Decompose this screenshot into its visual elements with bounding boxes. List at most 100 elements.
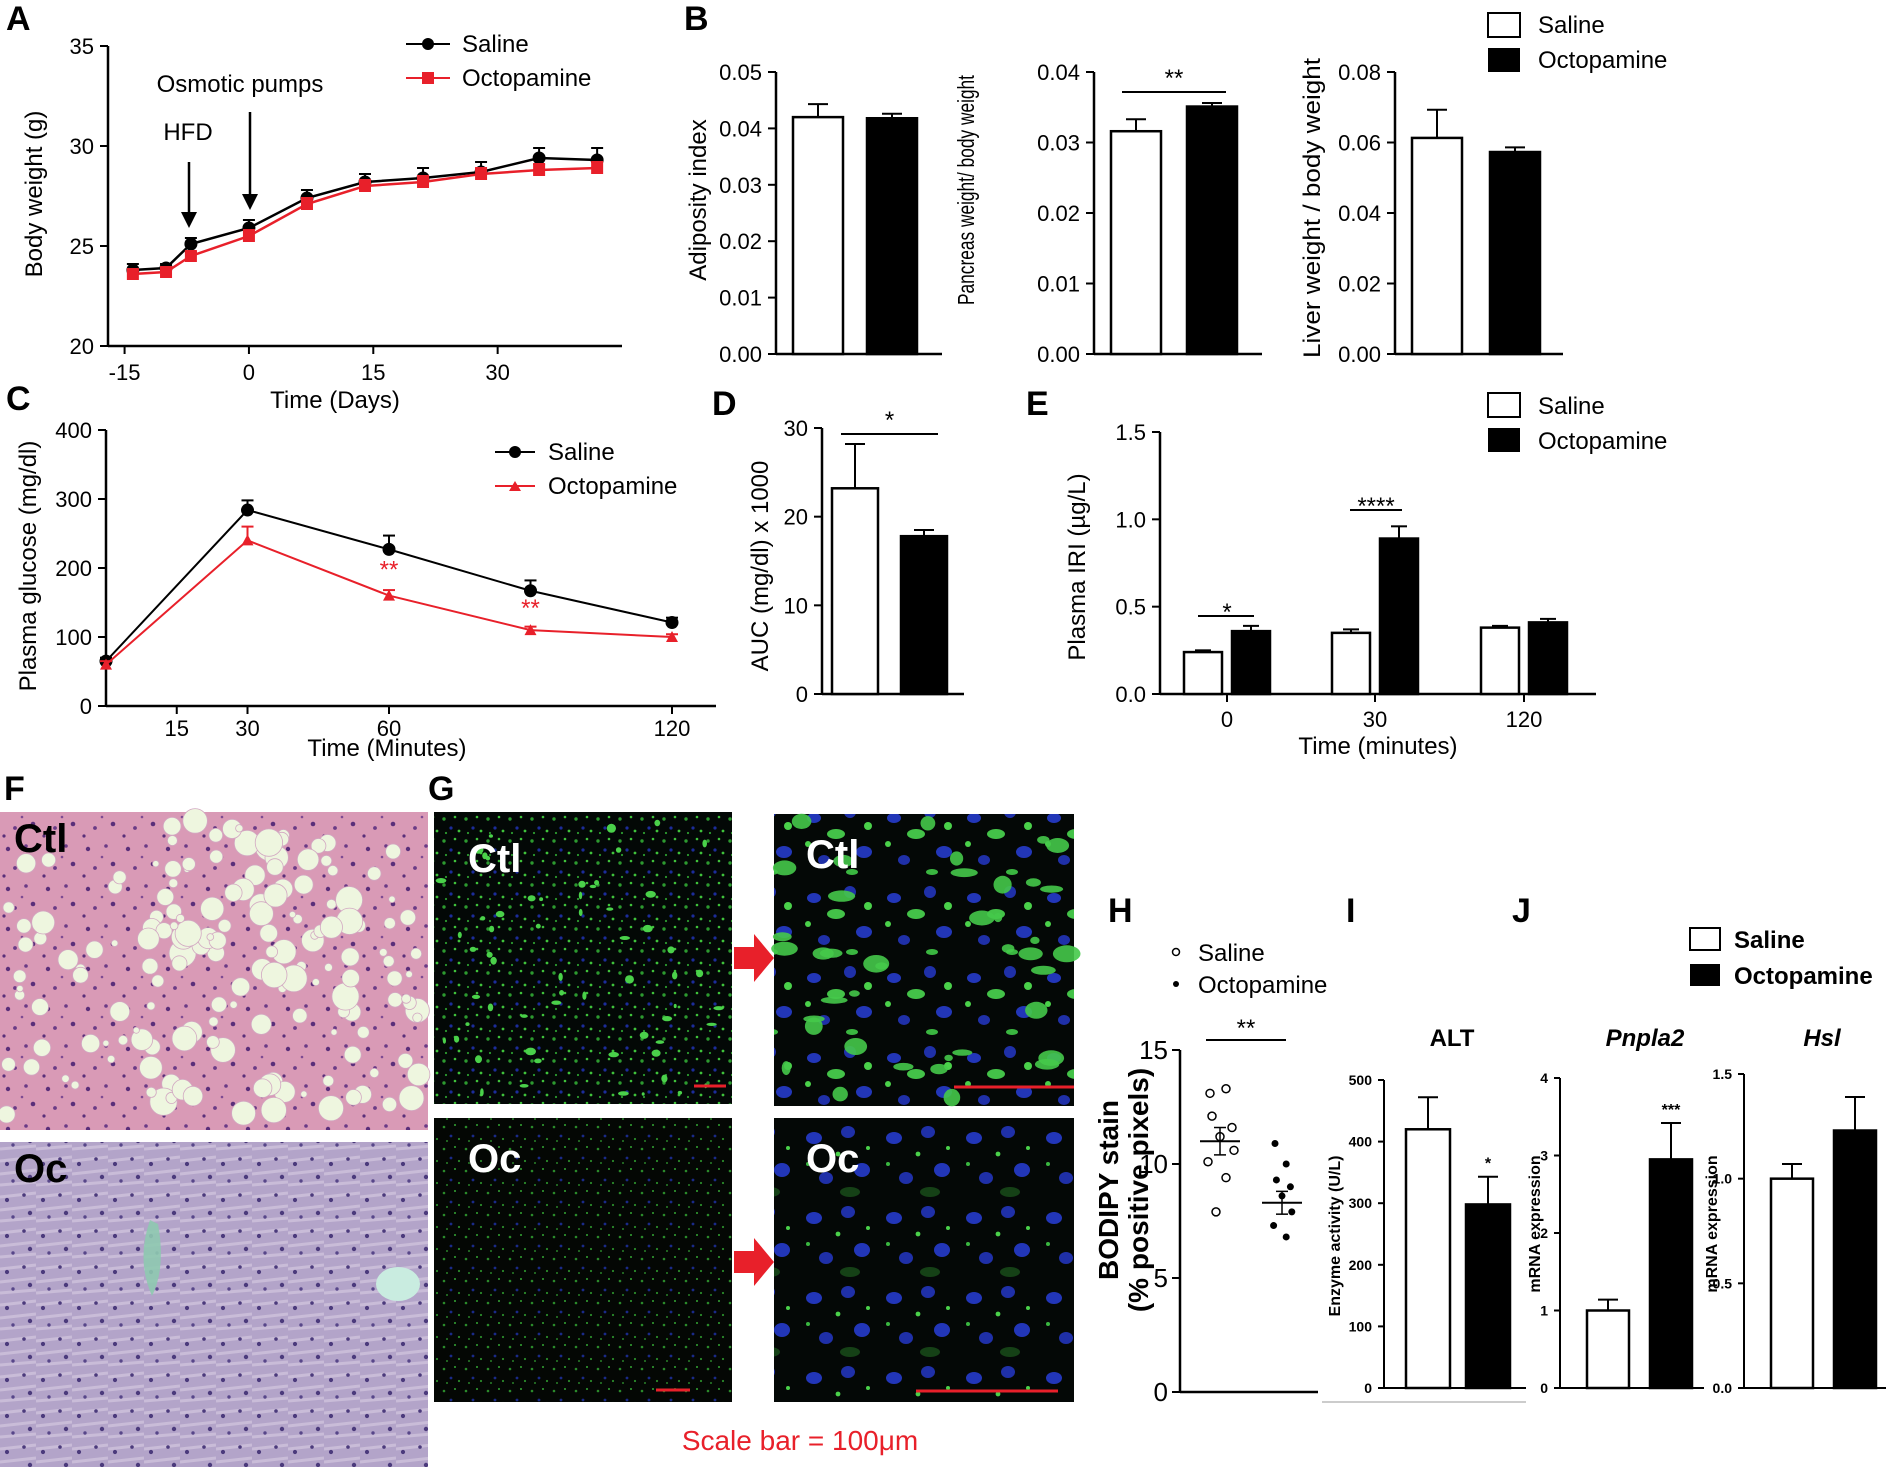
lipid-droplet xyxy=(406,1062,431,1087)
lipid-droplet xyxy=(386,970,403,987)
lipid-droplet xyxy=(293,874,314,895)
micrograph-g-oc-low: Oc xyxy=(434,1118,732,1402)
chart-e-bar-octopamine xyxy=(1527,621,1569,696)
data-point-octopamine xyxy=(359,180,371,192)
series-line-octopamine xyxy=(132,166,598,276)
green-droplet-zoom xyxy=(930,1063,948,1075)
data-point-saline xyxy=(1221,1084,1231,1094)
chart-c-ytick-label: 300 xyxy=(55,487,92,512)
lipid-droplet xyxy=(112,870,127,885)
chart-b1-ytick-label: 0.05 xyxy=(719,60,762,85)
chart-j1-bar-saline xyxy=(1585,1309,1631,1390)
chart-j1-ytick-label: 0 xyxy=(1540,1380,1548,1396)
lipid-droplet xyxy=(261,961,288,989)
green-droplet xyxy=(527,895,536,902)
legend-b-swatch-octopamine xyxy=(1488,48,1520,72)
lipid-droplet xyxy=(248,901,274,927)
chart-e-ytick-label: 1.5 xyxy=(1115,420,1146,445)
lipid-droplet xyxy=(141,957,159,975)
lipid-droplet xyxy=(412,1012,423,1023)
chart-j2-ylabel: mRNA expression xyxy=(1704,1155,1721,1292)
chart-c-xtick-label: 120 xyxy=(654,716,691,741)
lipid-droplet xyxy=(32,1038,52,1057)
micrograph-g-ctl-label-2: Ctl xyxy=(806,833,859,877)
lipid-droplet xyxy=(130,1028,154,1051)
chart-h-ytick-label: 15 xyxy=(1139,1035,1168,1065)
data-point-saline xyxy=(241,503,254,517)
data-point-octopamine xyxy=(1282,1160,1290,1168)
chart-e-ytick-label: 0.0 xyxy=(1115,682,1146,707)
green-droplet xyxy=(655,1040,665,1044)
lipid-droplet xyxy=(16,984,24,993)
chart-b2-bar-saline xyxy=(1109,129,1163,356)
lipid-droplet xyxy=(398,1085,425,1111)
data-point-saline xyxy=(1211,1207,1221,1217)
lipid-droplet xyxy=(367,866,382,881)
lipid-droplet xyxy=(385,843,402,860)
lipid-droplet xyxy=(174,919,202,947)
lipid-droplet xyxy=(288,910,297,919)
lipid-droplet xyxy=(102,1039,110,1047)
green-droplet xyxy=(582,991,587,1000)
green-droplet-zoom xyxy=(828,890,856,902)
lipid-droplet xyxy=(17,936,34,953)
chart-c: 0 100 200 300 400 15 30 60 120 ** ** Plasma gluco… xyxy=(15,418,716,762)
legend-j-swatch-saline xyxy=(1689,927,1721,951)
chart-b1-ylabel: Adiposity index xyxy=(685,119,712,280)
chart-d-ytick-label: 20 xyxy=(784,505,808,530)
green-droplet xyxy=(480,1088,484,1097)
lipid-droplet xyxy=(22,1058,41,1076)
data-point-saline xyxy=(1203,1156,1213,1167)
lipid-droplet xyxy=(330,1028,338,1036)
lipid-droplet xyxy=(326,898,337,910)
lipid-droplet xyxy=(61,1074,70,1083)
green-droplet xyxy=(489,925,495,933)
green-droplet-zoom xyxy=(1046,838,1070,853)
green-droplet-zoom xyxy=(1052,945,1081,963)
chart-e-legend: Saline Octopamine xyxy=(1487,392,1667,455)
lipid-droplet xyxy=(16,853,37,874)
green-droplets-ctl xyxy=(435,819,724,1097)
data-point-saline xyxy=(1207,1111,1217,1121)
legend-j-swatch-octopamine xyxy=(1690,964,1720,986)
panel-letter-f: F xyxy=(4,770,25,808)
chart-b2-ytick-label: 0.02 xyxy=(1037,201,1080,226)
chart-j1-title: Pnpla2 xyxy=(1606,1025,1685,1052)
chart-e-xtick-label: 0 xyxy=(1221,707,1233,732)
chart-c-series: ** ** xyxy=(99,499,679,670)
chart-e-bar-saline xyxy=(1479,626,1521,696)
data-point-octopamine xyxy=(1288,1208,1296,1216)
lipid-droplet xyxy=(292,1008,308,1024)
green-droplet xyxy=(606,907,614,911)
legend-marker-saline xyxy=(422,38,434,50)
green-droplet xyxy=(520,1014,528,1018)
lipid-droplet xyxy=(224,883,243,902)
chart-a-ytick-label: 30 xyxy=(70,134,94,159)
green-droplet xyxy=(594,880,600,886)
chart-c-ytick-label: 100 xyxy=(55,625,92,650)
chart-h-ytick-label: 10 xyxy=(1139,1149,1168,1179)
chart-i-ytick-label: 100 xyxy=(1349,1318,1373,1334)
lipid-droplet xyxy=(181,857,196,872)
green-droplet xyxy=(667,946,675,954)
chart-i-bar-octopamine xyxy=(1464,1203,1512,1390)
chart-a-ylabel: Body weight (g) xyxy=(21,111,48,278)
green-droplet-zoom xyxy=(943,1088,961,1107)
green-droplet xyxy=(471,994,481,1000)
lipid-droplet xyxy=(171,955,188,972)
chart-j2-bar-saline xyxy=(1769,1177,1815,1390)
data-point-octopamine xyxy=(1286,1183,1294,1191)
chart-i-ytick-label: 300 xyxy=(1349,1195,1373,1211)
green-droplet-zoom xyxy=(969,910,995,926)
green-droplet xyxy=(677,1090,683,1095)
lipid-droplet xyxy=(208,827,224,843)
lipid-droplet xyxy=(300,1090,308,1098)
data-point-octopamine xyxy=(524,624,537,636)
green-droplet xyxy=(487,1003,494,1012)
chart-e-bar-octopamine xyxy=(1230,629,1272,696)
lipid-droplet xyxy=(106,1054,116,1064)
lipid-droplet xyxy=(31,998,49,1016)
chart-a: 20 25 30 35 -15 0 15 30 Body weight (g) Time (D… xyxy=(21,31,622,414)
chart-i-ytick-label: 0 xyxy=(1364,1380,1372,1396)
lipid-droplet xyxy=(383,917,396,930)
